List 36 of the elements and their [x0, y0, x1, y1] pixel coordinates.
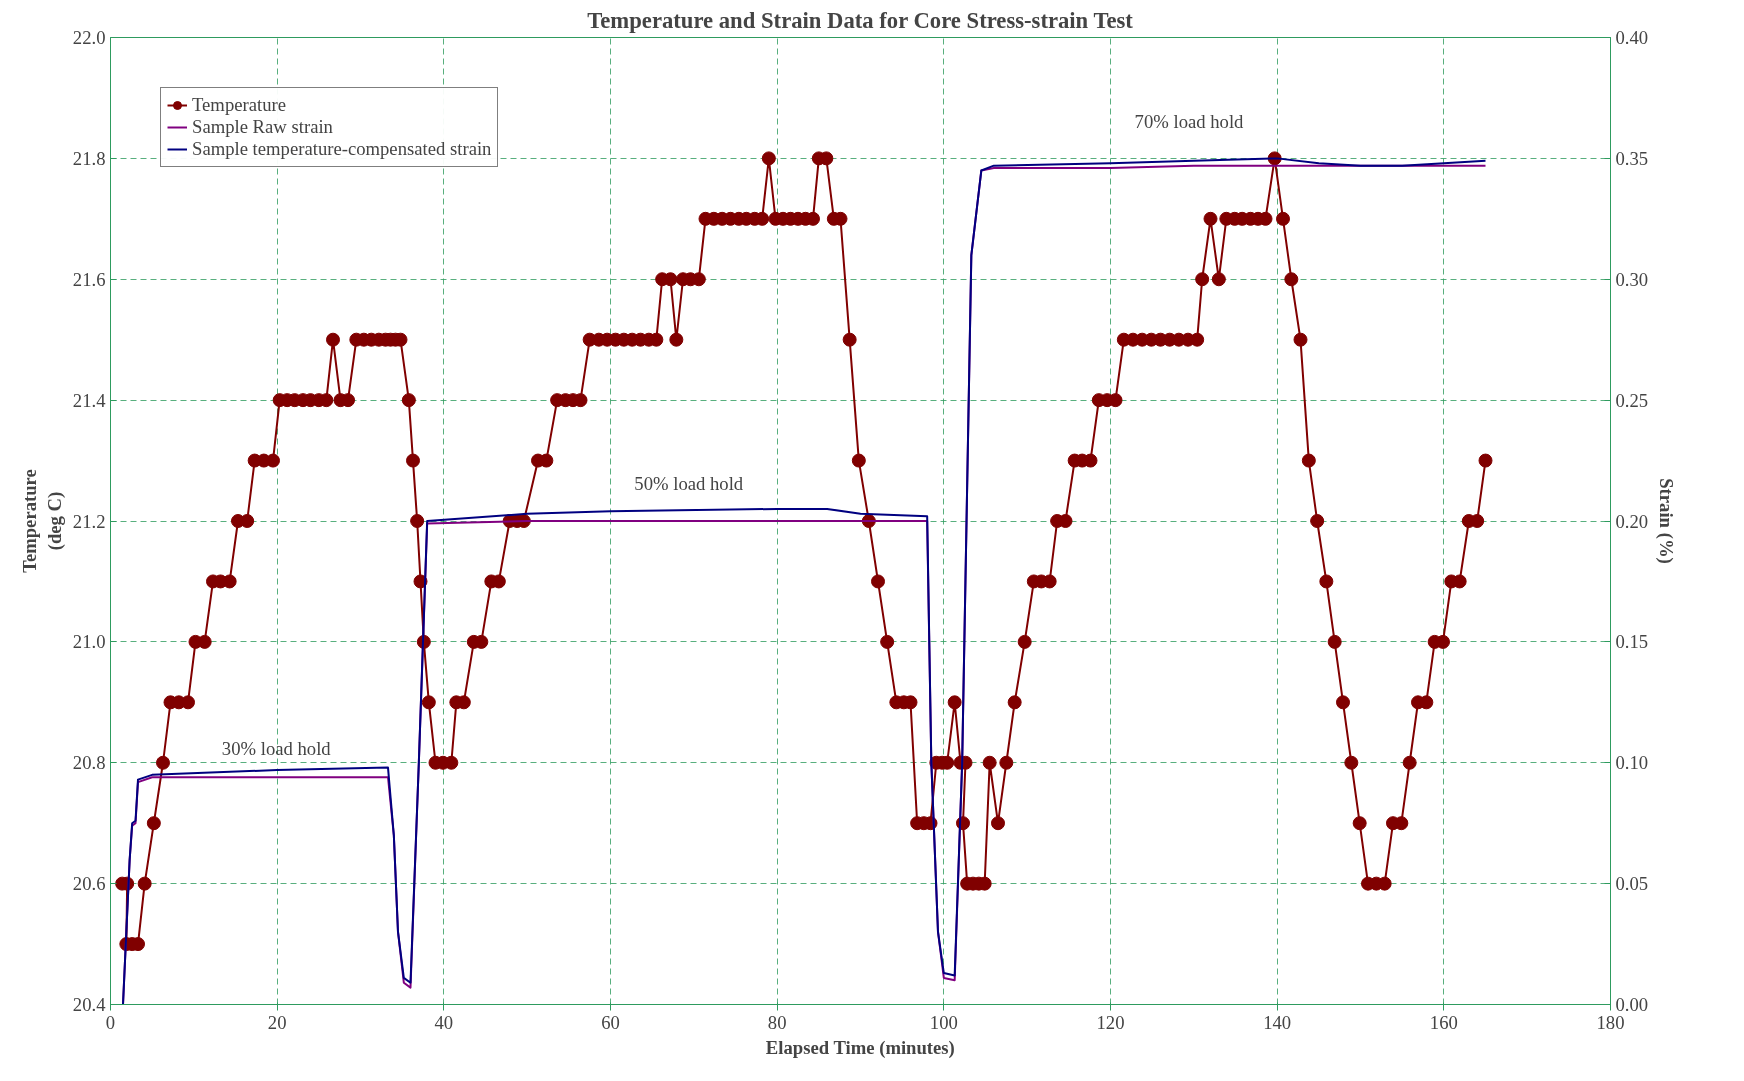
legend-label: Temperature — [192, 94, 286, 116]
annotation: 70% load hold — [1134, 111, 1245, 133]
y2-tick-label: 0.30 — [1615, 268, 1649, 290]
legend-label: Sample temperature-compensated strain — [192, 138, 492, 160]
y-tick-label: 21.6 — [72, 268, 106, 290]
y2-tick-label: 0.25 — [1615, 389, 1649, 411]
x-axis-title: Elapsed Time (minutes) — [765, 1036, 955, 1059]
x-tick-label: 20 — [267, 1011, 287, 1033]
x-tick-label: 60 — [601, 1011, 620, 1033]
y-tick-label: 22.0 — [72, 27, 106, 48]
y2-tick-label: 0.05 — [1615, 873, 1649, 895]
x-tick-label: 0 — [105, 1011, 116, 1033]
annotation: 50% load hold — [634, 472, 744, 494]
x-tick-label: 40 — [434, 1011, 454, 1033]
x-tick-label: 120 — [1096, 1011, 1125, 1033]
y-tick-label: 20.6 — [72, 873, 106, 895]
y-axis-title: Temperature (deg C) — [18, 469, 66, 573]
x-tick-label: 140 — [1263, 1011, 1292, 1033]
annotation: 30% load hold — [221, 737, 332, 759]
x-tick-label: 100 — [929, 1011, 958, 1033]
y-tick-label: 21.4 — [72, 389, 107, 411]
y2-tick-label: 0.40 — [1615, 27, 1649, 48]
y-tick-label: 20.4 — [72, 994, 107, 1015]
y2-tick-label: 0.15 — [1615, 631, 1649, 653]
y-tick-label: 21.8 — [72, 147, 106, 169]
legend-label: Sample Raw strain — [192, 116, 333, 138]
y-tick-label: 20.8 — [72, 752, 106, 774]
y2-tick-label: 0.35 — [1615, 147, 1649, 169]
x-tick-label: 160 — [1429, 1011, 1458, 1033]
y2-axis-title: Strain (%) — [1655, 478, 1678, 564]
chart-title: Temperature and Strain Data for Core Stress-strain Test — [587, 7, 1134, 33]
x-tick-label: 80 — [767, 1011, 787, 1033]
y2-tick-label: 0.20 — [1615, 510, 1649, 532]
y-tick-label: 21.2 — [72, 510, 106, 532]
y-tick-label: 21.0 — [72, 631, 106, 653]
y2-tick-label: 0.10 — [1615, 752, 1649, 774]
